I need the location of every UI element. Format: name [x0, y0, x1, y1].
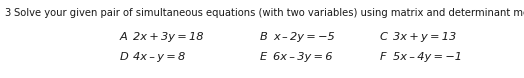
Text: 6x – 3y = 6: 6x – 3y = 6 — [273, 52, 333, 62]
Text: 4x – y = 8: 4x – y = 8 — [133, 52, 185, 62]
Text: x – 2y = −5: x – 2y = −5 — [273, 32, 335, 42]
Text: 3: 3 — [4, 8, 10, 18]
Text: C: C — [380, 32, 388, 42]
Text: B: B — [260, 32, 268, 42]
Text: 5x – 4y = −1: 5x – 4y = −1 — [393, 52, 462, 62]
Text: E: E — [260, 52, 267, 62]
Text: 2x + 3y = 18: 2x + 3y = 18 — [133, 32, 203, 42]
Text: D: D — [120, 52, 129, 62]
Text: 3x + y = 13: 3x + y = 13 — [393, 32, 456, 42]
Text: Solve your given pair of simultaneous equations (with two variables) using matri: Solve your given pair of simultaneous eq… — [14, 8, 524, 18]
Text: F: F — [380, 52, 387, 62]
Text: A: A — [120, 32, 128, 42]
